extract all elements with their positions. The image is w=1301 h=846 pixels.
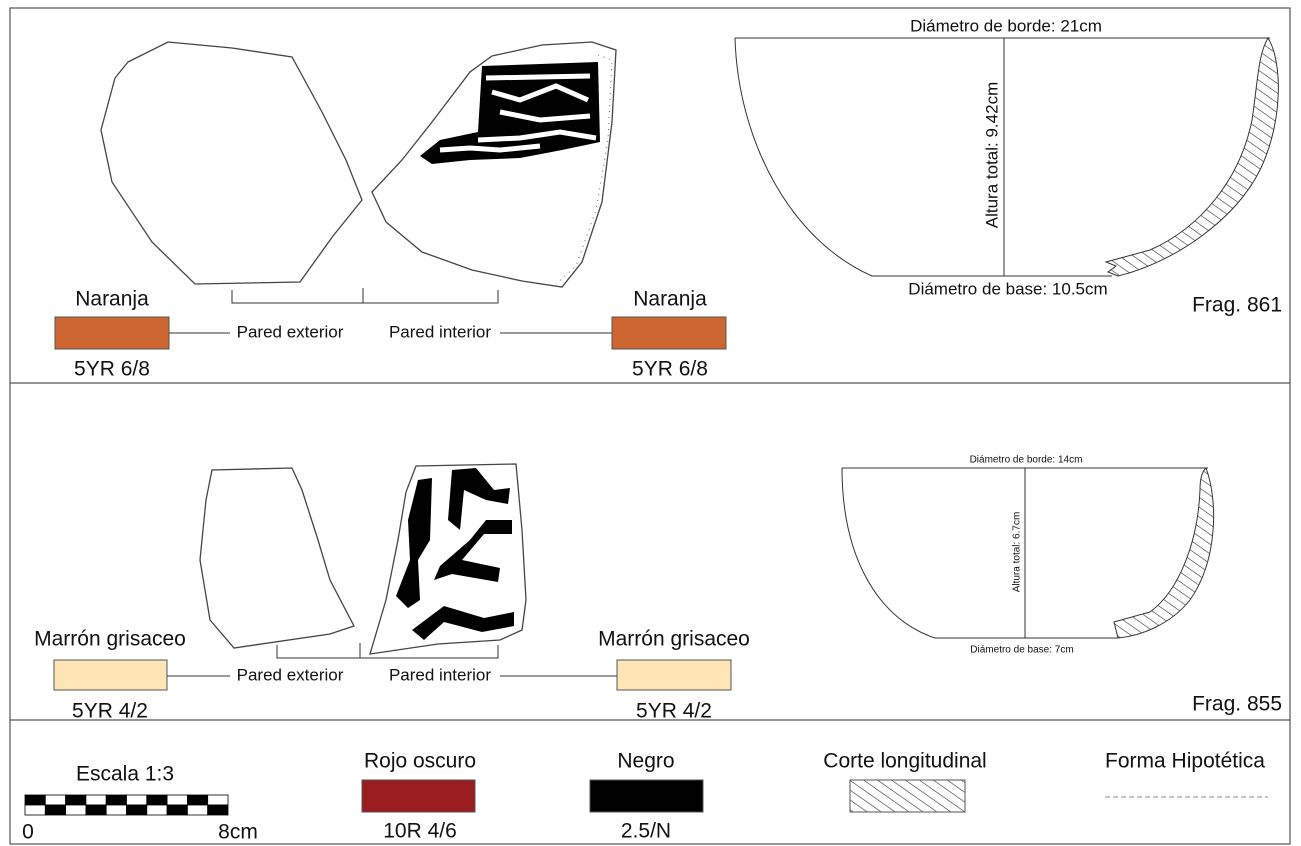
color-name: Negro (617, 750, 674, 773)
rim-label: Diámetro de borde: 21cm (910, 16, 1102, 35)
color-name: Marrón grisaceo (598, 628, 750, 651)
scale-cell (126, 804, 148, 816)
base-label: Diámetro de base: 7cm (970, 645, 1073, 656)
scale-cell (207, 794, 229, 806)
hypothetical-label: Forma Hipotética (1105, 750, 1265, 773)
wall-label: Pared interior (389, 322, 491, 341)
wall-label: Pared interior (389, 665, 491, 684)
scale-cell (85, 804, 107, 816)
color-swatch (589, 779, 704, 813)
scale-cell (166, 794, 188, 806)
scale-bar (24, 794, 229, 816)
color-swatch (361, 779, 476, 813)
color-name: Marrón grisaceo (34, 628, 186, 651)
sherd-exterior (100, 41, 363, 285)
sherd-exterior (199, 467, 355, 649)
scale-cell (24, 794, 46, 806)
height-label: Altura total: 9.42cm (982, 82, 1001, 228)
scale-end: 8cm (218, 821, 258, 844)
height-label: Altura total: 6.7cm (1012, 512, 1023, 593)
scale-cell (65, 804, 87, 816)
frame (9, 7, 1291, 845)
painted-decoration (396, 468, 514, 640)
munsell-code: 2.5/N (621, 820, 671, 843)
color-name: Naranja (75, 288, 149, 311)
vessel-profile (734, 37, 1270, 277)
scale-cell (85, 794, 107, 806)
scale-cell (146, 804, 168, 816)
color-swatch (611, 316, 727, 350)
bracket (276, 643, 499, 659)
color-name: Rojo oscuro (364, 750, 476, 773)
scale-start: 0 (22, 821, 34, 844)
vessel-profile (841, 467, 1208, 639)
scale-cell (186, 794, 209, 806)
color-swatch (53, 659, 168, 691)
fragment-id: Frag. 855 (1192, 693, 1282, 716)
scale-cell (207, 804, 229, 816)
munsell-code: 10R 4/6 (383, 820, 457, 843)
legend: Escala 1:3 0 8cm Rojo oscuro 10R 4/6 Neg… (22, 750, 1268, 844)
scale-cell (44, 794, 66, 806)
section-label: Corte longitudinal (823, 750, 986, 773)
base-label: Diámetro de base: 10.5cm (908, 279, 1107, 298)
color-swatch (616, 659, 732, 691)
munsell-code: 5YR 6/8 (632, 358, 708, 381)
panel-855: Marrón grisaceo 5YR 4/2 Pared exterior P… (34, 455, 1282, 723)
color-name: Naranja (633, 288, 707, 311)
scale-cell (24, 804, 46, 816)
fragment-id: Frag. 861 (1192, 294, 1282, 317)
munsell-code: 5YR 4/2 (636, 700, 712, 723)
scale-cell (105, 804, 127, 816)
scale-cell (126, 794, 148, 806)
scale-cell (44, 804, 66, 816)
slip-texture (555, 54, 613, 285)
bracket (231, 288, 499, 304)
scale-cell (105, 794, 127, 806)
panel-861: Naranja 5YR 6/8 Pared exterior Pared int… (54, 16, 1282, 381)
wall-label: Pared exterior (237, 322, 344, 341)
scale-cell (65, 794, 87, 806)
rim-label: Diámetro de borde: 14cm (970, 455, 1083, 466)
scale-cell (186, 804, 209, 816)
section (1113, 467, 1215, 639)
munsell-code: 5YR 4/2 (72, 700, 148, 723)
section (1104, 37, 1279, 277)
decoration-gaps (439, 73, 597, 153)
wall-label: Pared exterior (237, 665, 344, 684)
scale-cell (146, 794, 168, 806)
scale-title: Escala 1:3 (76, 763, 174, 786)
scale-cell (166, 804, 188, 816)
color-swatch (54, 316, 170, 350)
section-swatch (849, 779, 966, 813)
munsell-code: 5YR 6/8 (74, 358, 150, 381)
